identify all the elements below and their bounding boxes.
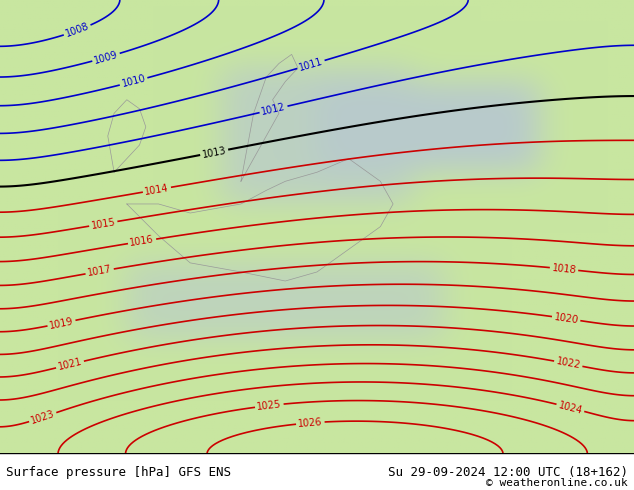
Text: 1014: 1014 [144,183,170,196]
Text: 1023: 1023 [29,409,56,426]
Text: 1009: 1009 [93,49,119,66]
Text: 1011: 1011 [298,56,324,73]
Text: 1015: 1015 [90,217,116,231]
Text: 1013: 1013 [201,145,227,160]
Text: 1024: 1024 [557,400,583,416]
Text: 1022: 1022 [555,356,581,371]
Text: 1018: 1018 [552,263,577,275]
Text: Su 29-09-2024 12:00 UTC (18+162): Su 29-09-2024 12:00 UTC (18+162) [387,466,628,479]
Text: © weatheronline.co.uk: © weatheronline.co.uk [486,478,628,488]
Text: 1017: 1017 [87,265,113,278]
Text: Surface pressure [hPa] GFS ENS: Surface pressure [hPa] GFS ENS [6,466,231,479]
Text: 1010: 1010 [120,74,146,89]
Text: 1008: 1008 [64,22,91,39]
Text: 1021: 1021 [57,357,83,372]
Text: 1016: 1016 [129,234,155,248]
Text: 1026: 1026 [297,417,323,429]
Text: 1019: 1019 [48,316,74,330]
Text: 1020: 1020 [553,312,579,325]
Text: 1012: 1012 [261,102,287,117]
Text: 1025: 1025 [256,399,282,412]
